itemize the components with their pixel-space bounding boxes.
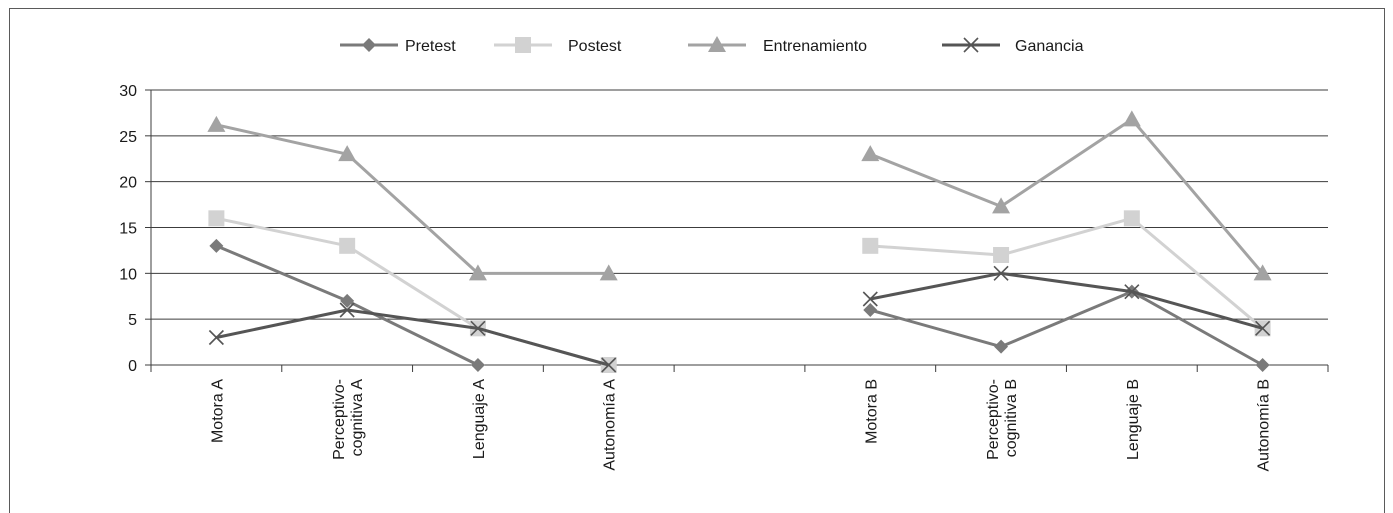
point-ganancia-6 xyxy=(993,265,1009,281)
point-ganancia-7 xyxy=(1124,284,1140,300)
point-entrenamiento-6 xyxy=(992,197,1011,214)
point-ganancia-2 xyxy=(470,320,486,336)
legend-label-postest: Postest xyxy=(568,38,622,55)
y-tick-label-10: 10 xyxy=(119,266,137,283)
x-tick-label-lenguaje-b: Lenguaje B xyxy=(1125,379,1142,460)
point-ganancia-1 xyxy=(339,302,355,318)
point-postest-6 xyxy=(993,247,1010,263)
point-ganancia-3 xyxy=(601,357,617,373)
legend-item-ganancia: Ganancia xyxy=(942,37,1084,55)
point-pretest-5 xyxy=(863,303,878,317)
point-entrenamiento-1 xyxy=(338,145,357,162)
x-tick-label-perceptivo-cognitiva-b: Perceptivo-cognitiva B xyxy=(985,379,1020,460)
point-entrenamiento-8 xyxy=(1253,264,1272,281)
point-postest-0 xyxy=(208,210,225,227)
series-entrenamiento xyxy=(207,110,1272,281)
point-pretest-6 xyxy=(994,339,1009,354)
point-postest-5 xyxy=(862,237,879,254)
point-postest-7 xyxy=(1123,210,1140,227)
x-tick-label-motora-a: Motora A xyxy=(209,379,226,443)
point-pretest-1 xyxy=(340,293,355,308)
x-tick-label-autonomía-a: Autonomía A xyxy=(602,379,619,471)
x-tick-label-lenguaje-a: Lenguaje A xyxy=(471,379,488,459)
series-line-ganancia-0 xyxy=(216,308,610,367)
point-ganancia-0 xyxy=(208,329,224,346)
series-group xyxy=(207,110,1272,373)
legend-label-entrenamiento: Entrenamiento xyxy=(763,38,867,55)
legend-item-postest: Postest xyxy=(494,37,622,55)
legend-item-pretest: Pretest xyxy=(340,38,456,55)
series-line-entrenamiento-1 xyxy=(869,117,1264,275)
series-line-postest-1 xyxy=(870,216,1264,330)
series-pretest xyxy=(209,238,1270,372)
legend-item-entrenamiento: Entrenamiento xyxy=(688,36,867,55)
point-postest-1 xyxy=(339,237,356,254)
y-tick-label-0: 0 xyxy=(128,358,137,375)
series-line-pretest-1 xyxy=(869,290,1264,367)
legend-marker-pretest xyxy=(362,38,376,52)
y-tick-label-15: 15 xyxy=(119,221,137,238)
x-tick-label-perceptivo-cognitiva-a: Perceptivo-cognitiva A xyxy=(331,379,366,460)
series-ganancia xyxy=(208,265,1271,373)
y-tick-labels: 0 5 10 15 20 25 30 xyxy=(119,83,137,375)
axes xyxy=(145,89,1329,372)
legend-label-pretest: Pretest xyxy=(405,38,456,55)
legend-marker-entrenamiento xyxy=(708,36,726,52)
series-line-entrenamiento-0 xyxy=(216,123,609,275)
legend: Pretest Postest Entrenamiento Ganancia xyxy=(340,36,1084,55)
series-postest xyxy=(208,210,1271,373)
point-pretest-2 xyxy=(470,358,485,372)
point-pretest-0 xyxy=(209,238,224,253)
chart-frame xyxy=(9,8,1385,513)
gridlines xyxy=(151,89,1328,320)
point-pretest-8 xyxy=(1255,358,1270,372)
x-tick-label-motora-b: Motora B xyxy=(863,379,880,444)
point-entrenamiento-5 xyxy=(861,145,880,162)
point-ganancia-8 xyxy=(1255,320,1271,336)
point-entrenamiento-0 xyxy=(207,115,226,132)
legend-marker-postest xyxy=(515,37,531,53)
legend-label-ganancia: Ganancia xyxy=(1015,38,1084,55)
legend-marker-ganancia xyxy=(963,37,979,53)
point-entrenamiento-3 xyxy=(599,264,618,281)
point-entrenamiento-2 xyxy=(468,264,487,281)
series-line-ganancia-1 xyxy=(869,271,1264,330)
y-tick-label-20: 20 xyxy=(119,175,137,192)
y-tick-label-30: 30 xyxy=(119,83,137,100)
y-tick-label-25: 25 xyxy=(119,129,137,146)
point-entrenamiento-7 xyxy=(1122,110,1141,127)
x-tick-label-autonomía-b: Autonomía B xyxy=(1256,379,1273,472)
point-ganancia-5 xyxy=(862,291,878,307)
y-tick-label-5: 5 xyxy=(128,312,137,329)
x-tick-labels: Motora A Perceptivo-cognitiva A Lenguaje A… xyxy=(209,379,1272,472)
series-line-postest-0 xyxy=(216,216,610,367)
